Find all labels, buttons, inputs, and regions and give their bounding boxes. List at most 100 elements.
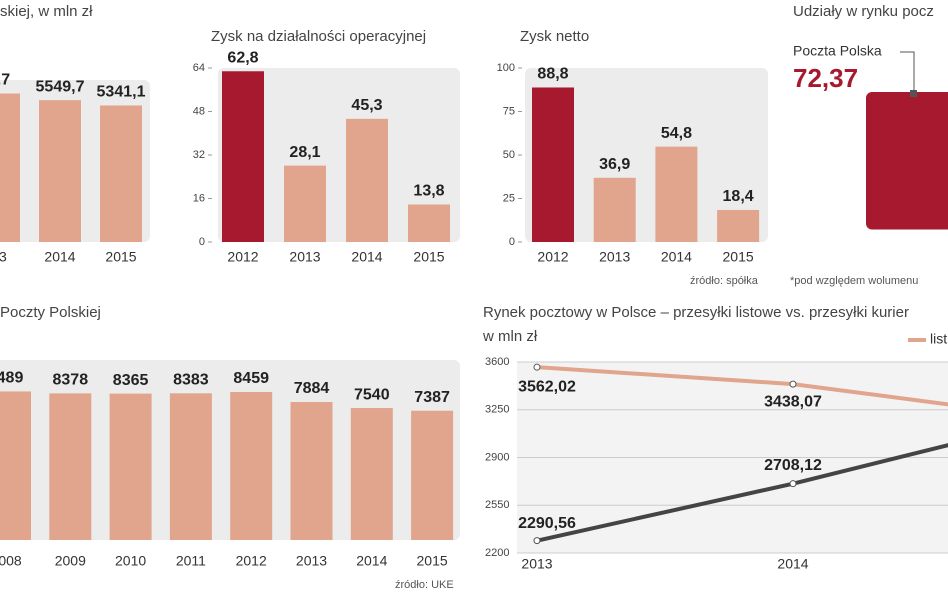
value-label: 62,8 xyxy=(227,49,258,66)
value-label: 36,9 xyxy=(599,156,630,173)
chart-title: Zysk na działalności operacyjnej xyxy=(211,28,426,45)
share-block xyxy=(866,92,948,230)
chart-subtitle: w mln zł xyxy=(482,328,538,345)
bar xyxy=(222,71,264,242)
y-tick-label: 25 xyxy=(503,192,515,204)
value-label: 5341,1 xyxy=(97,84,146,101)
bar xyxy=(411,410,454,540)
x-tick-label: 2014 xyxy=(356,553,387,569)
point xyxy=(789,380,797,388)
bar xyxy=(39,100,81,242)
y-tick-label: 3250 xyxy=(485,404,509,416)
bar xyxy=(0,93,20,242)
x-tick-label: 2014 xyxy=(777,556,808,572)
value-label: 54,8 xyxy=(661,125,692,142)
point xyxy=(533,363,541,371)
pointer-dot xyxy=(910,90,917,97)
y-tick-label: 64 xyxy=(193,62,205,74)
bar xyxy=(717,209,760,242)
chart-title: Zysk netto xyxy=(520,28,589,45)
x-tick-label: 13 xyxy=(0,249,7,265)
legend-label: list xyxy=(930,331,947,347)
value-label: 3438,07 xyxy=(764,393,822,410)
bar xyxy=(655,146,698,242)
x-tick-label: 2013 xyxy=(289,249,320,265)
x-tick-label: 2012 xyxy=(537,249,568,265)
bar xyxy=(408,204,450,242)
y-tick-label: 50 xyxy=(503,149,515,161)
value-label: 8459 xyxy=(233,370,269,387)
chart-title: Rynek pocztowy w Polsce – przesyłki list… xyxy=(483,304,909,321)
y-tick-label: 0 xyxy=(199,236,205,248)
value-label: 45,3 xyxy=(351,97,382,114)
point xyxy=(533,537,541,545)
x-tick-label: 2014 xyxy=(351,249,382,265)
source-note: źródło: UKE xyxy=(395,579,454,591)
x-tick-label: 2011 xyxy=(176,553,206,569)
x-tick-label: 2015 xyxy=(417,553,448,569)
source-note: źródło: spółka xyxy=(690,275,759,287)
x-tick-label: 2010 xyxy=(115,553,146,569)
chart-title: Udziały w rynku pocz xyxy=(793,3,934,20)
value-label: 8378 xyxy=(53,372,89,389)
x-tick-label: 2009 xyxy=(55,553,86,569)
y-tick-label: 75 xyxy=(503,105,515,117)
y-tick-label: 2200 xyxy=(485,547,509,559)
bar xyxy=(100,105,142,242)
x-tick-label: 2014 xyxy=(661,249,692,265)
bar xyxy=(109,393,152,540)
y-tick-label: 2550 xyxy=(485,499,509,511)
share-value: 72,37 xyxy=(793,63,858,93)
bar xyxy=(290,402,333,540)
value-label: 13,8 xyxy=(413,183,444,200)
x-tick-label: 2013 xyxy=(521,556,552,572)
bar xyxy=(230,391,273,540)
x-tick-label: 2014 xyxy=(44,249,75,265)
x-tick-label: 2015 xyxy=(413,249,444,265)
x-tick-label: 2013 xyxy=(599,249,630,265)
y-tick-label: 100 xyxy=(497,62,515,74)
value-label: 7540 xyxy=(354,386,390,403)
value-label: 8365 xyxy=(113,372,149,389)
share-label: Poczta Polska xyxy=(793,43,882,59)
value-label: 3562,02 xyxy=(518,378,576,395)
x-tick-label: 008 xyxy=(0,553,22,569)
point xyxy=(789,480,797,488)
y-tick-label: 2900 xyxy=(485,451,509,463)
value-label: 2290,56 xyxy=(518,515,576,532)
y-tick-label: 48 xyxy=(193,105,205,117)
chart-title: Poczty Polskiej xyxy=(0,304,101,321)
value-label: 8383 xyxy=(173,372,209,389)
bar xyxy=(0,391,31,540)
bar xyxy=(593,177,636,242)
y-tick-label: 16 xyxy=(193,192,205,204)
value-label: 2708,12 xyxy=(764,457,822,474)
plot-background xyxy=(218,68,460,242)
bar xyxy=(49,393,92,540)
bar xyxy=(284,165,326,242)
y-tick-label: 0 xyxy=(509,236,515,248)
value-label: 7884 xyxy=(294,380,330,397)
bar xyxy=(346,118,388,242)
value-label: 7387 xyxy=(414,389,450,406)
value-label: 28,1 xyxy=(289,144,320,161)
pointer xyxy=(900,51,915,94)
x-tick-label: 2015 xyxy=(723,249,754,265)
y-tick-label: 32 xyxy=(193,149,205,161)
x-tick-label: 2012 xyxy=(227,249,258,265)
value-label: 489 xyxy=(0,370,23,387)
x-tick-label: 2012 xyxy=(236,553,267,569)
value-label: 88,8 xyxy=(537,66,568,83)
value-label: 5549,7 xyxy=(36,78,85,95)
bar xyxy=(169,393,212,540)
plot-background xyxy=(525,68,768,242)
footnote: *pod względem wolumenu xyxy=(790,275,918,287)
bar xyxy=(350,408,393,540)
x-tick-label: 2013 xyxy=(296,553,327,569)
y-tick-label: 3600 xyxy=(485,356,509,368)
x-tick-label: 2015 xyxy=(105,249,136,265)
bar xyxy=(532,87,574,242)
chart-title: skiej, w mln zł xyxy=(0,3,93,20)
value-label: 9,7 xyxy=(0,72,10,89)
